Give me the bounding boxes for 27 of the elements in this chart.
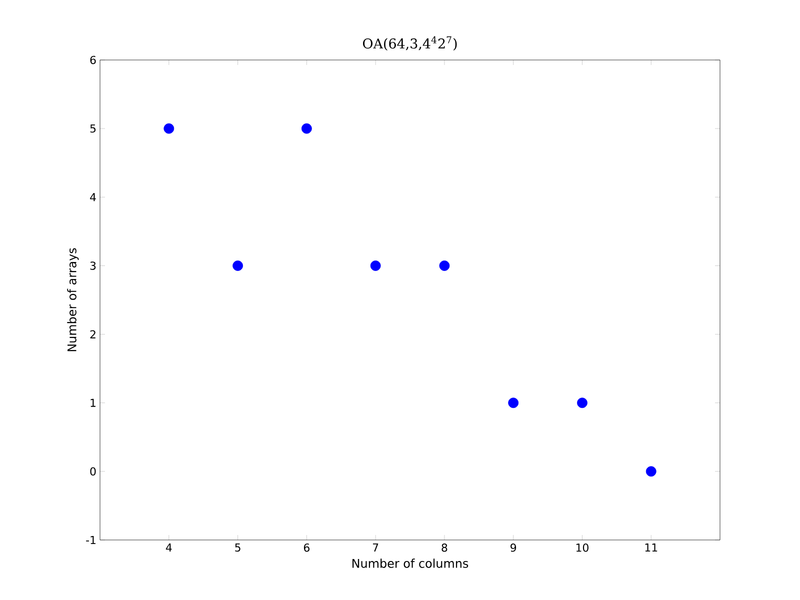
point bbox=[232, 260, 243, 271]
point bbox=[301, 123, 312, 134]
x-tick-label: 5 bbox=[235, 544, 240, 552]
point bbox=[577, 398, 588, 408]
point bbox=[164, 123, 174, 134]
x-tick-label: 9 bbox=[510, 544, 516, 552]
point bbox=[646, 466, 656, 477]
x-axis-title: Number of columns bbox=[352, 558, 468, 568]
point bbox=[370, 260, 381, 271]
y-axis-title: Number of arrays bbox=[67, 248, 79, 352]
x-tick-label: 10 bbox=[576, 544, 588, 552]
x-tick-label: 7 bbox=[372, 544, 378, 552]
y-tick-label: 4 bbox=[90, 193, 96, 202]
x-tick-label: 6 bbox=[304, 544, 310, 552]
y-tick-label: 6 bbox=[90, 56, 96, 64]
point bbox=[508, 398, 519, 408]
y-tick-label: 1 bbox=[90, 398, 96, 407]
point bbox=[439, 260, 450, 271]
y-tick-label: 2 bbox=[90, 330, 96, 338]
x-tick-label: 11 bbox=[645, 544, 658, 552]
y-tick-label: 3 bbox=[90, 262, 96, 270]
x-tick-label: 4 bbox=[166, 544, 172, 552]
y-tick-label: -1 bbox=[86, 536, 96, 544]
chart-title: OA(64,3,4$^{4}$2$^{7}$) bbox=[362, 36, 457, 50]
x-tick-label: 8 bbox=[442, 544, 448, 552]
y-tick-label: 0 bbox=[90, 467, 96, 476]
y-tick-label: 5 bbox=[90, 124, 96, 133]
